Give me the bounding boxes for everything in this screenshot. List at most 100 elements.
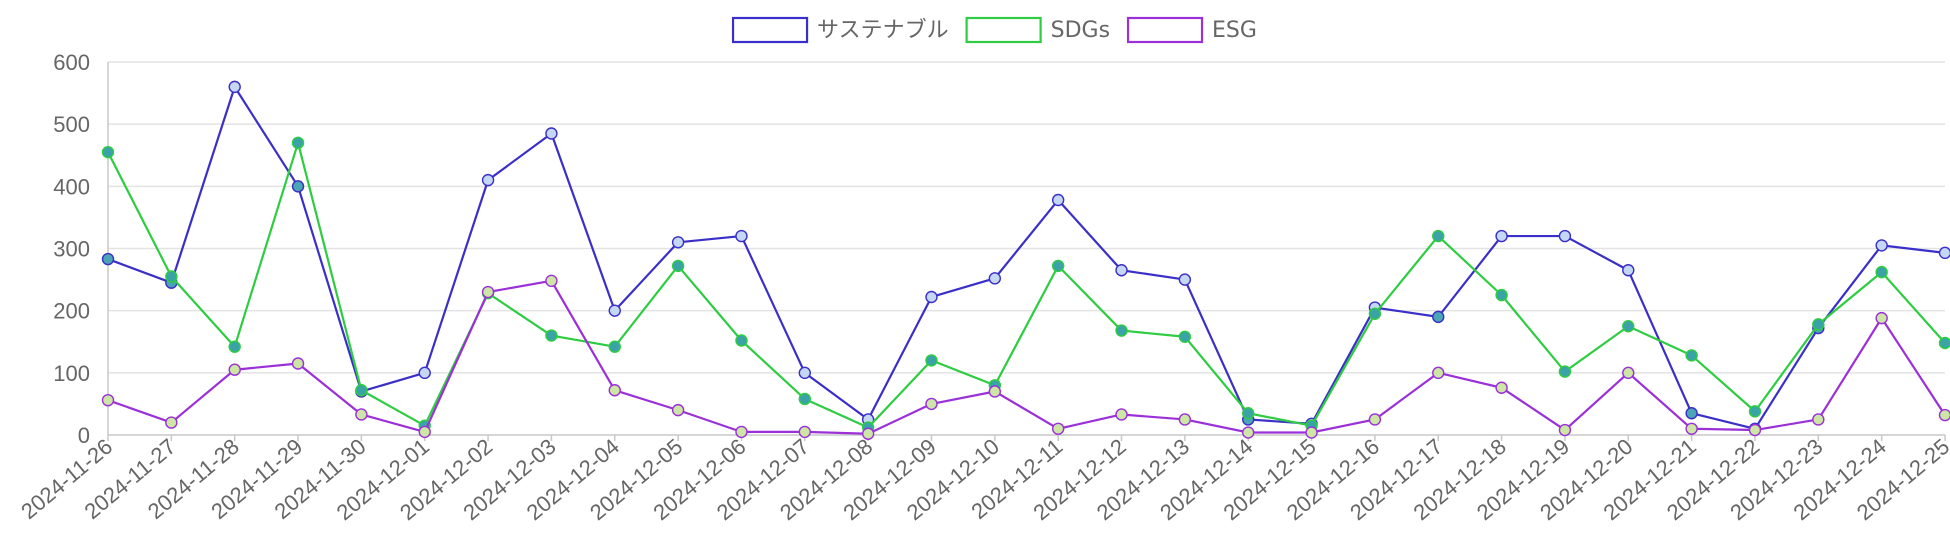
data-point[interactable]: [481, 173, 495, 187]
data-point[interactable]: [165, 270, 178, 283]
data-point[interactable]: [1432, 366, 1445, 380]
data-point[interactable]: [735, 229, 748, 243]
data-point[interactable]: [608, 304, 621, 317]
data-point[interactable]: [1622, 366, 1635, 380]
data-point[interactable]: [735, 334, 748, 347]
data-point[interactable]: [1178, 273, 1192, 286]
data-point[interactable]: [1748, 405, 1762, 418]
data-point[interactable]: [1558, 365, 1572, 378]
data-point[interactable]: [1938, 408, 1950, 422]
data-point[interactable]: [608, 340, 621, 353]
data-point[interactable]: [545, 274, 558, 288]
data-point[interactable]: [1622, 264, 1635, 277]
data-point[interactable]: [1495, 229, 1508, 243]
data-point[interactable]: [1051, 193, 1065, 207]
data-point[interactable]: [988, 272, 1002, 285]
legend-item[interactable]: SDGs: [965, 16, 1110, 44]
data-point[interactable]: [1938, 246, 1950, 260]
legend-label: ESG: [1212, 18, 1257, 43]
legend-item[interactable]: ESG: [1126, 16, 1257, 44]
data-point[interactable]: [798, 366, 811, 380]
data-point[interactable]: [1812, 318, 1825, 331]
data-point[interactable]: [481, 285, 495, 299]
data-point[interactable]: [291, 136, 305, 150]
data-point[interactable]: [1305, 426, 1318, 439]
y-tick-label: 100: [53, 361, 90, 386]
data-point[interactable]: [798, 425, 811, 439]
data-point[interactable]: [1115, 408, 1128, 421]
data-point[interactable]: [1685, 407, 1698, 420]
data-point[interactable]: [1685, 422, 1698, 435]
legend[interactable]: サステナブル SDGs ESG: [731, 16, 1257, 44]
data-point[interactable]: [988, 385, 1002, 398]
data-point[interactable]: [1685, 349, 1698, 362]
data-point[interactable]: [1242, 407, 1255, 420]
series-2: [101, 136, 1950, 434]
data-point[interactable]: [925, 354, 938, 367]
data-point[interactable]: [861, 427, 875, 440]
data-point[interactable]: [1178, 330, 1192, 343]
data-point[interactable]: [545, 127, 558, 140]
data-point[interactable]: [165, 416, 178, 429]
data-point[interactable]: [1875, 311, 1888, 325]
data-point[interactable]: [608, 384, 621, 397]
data-point[interactable]: [291, 180, 305, 193]
data-point[interactable]: [101, 145, 115, 159]
data-point[interactable]: [355, 408, 368, 421]
data-point[interactable]: [1938, 336, 1950, 350]
data-point[interactable]: [671, 259, 685, 273]
y-axis-ticks: 0 100 200 300 400 500 600: [53, 50, 90, 448]
data-point[interactable]: [545, 329, 558, 342]
data-point[interactable]: [1558, 229, 1572, 243]
data-point[interactable]: [1051, 259, 1065, 273]
data-point[interactable]: [1115, 324, 1128, 337]
data-point[interactable]: [228, 340, 241, 353]
legend-swatch: [1126, 16, 1204, 44]
data-point[interactable]: [291, 357, 305, 370]
data-point[interactable]: [228, 363, 241, 376]
data-point[interactable]: [1051, 422, 1065, 435]
data-point[interactable]: [925, 290, 938, 304]
data-point[interactable]: [1368, 413, 1382, 426]
data-point[interactable]: [1622, 320, 1635, 333]
y-tick-label: 300: [53, 237, 90, 262]
data-point[interactable]: [1875, 265, 1888, 279]
series-line: [107, 279, 1946, 435]
data-point[interactable]: [418, 425, 431, 439]
legend-item[interactable]: サステナブル: [731, 16, 949, 44]
data-point[interactable]: [925, 397, 938, 411]
data-point[interactable]: [671, 236, 685, 249]
data-point[interactable]: [101, 252, 115, 266]
y-tick-label: 200: [53, 299, 90, 324]
data-point[interactable]: [1368, 307, 1382, 320]
x-axis-ticks: 2024-11-262024-11-272024-11-282024-11-29…: [16, 434, 1950, 525]
data-point[interactable]: [1242, 426, 1255, 439]
data-point[interactable]: [228, 80, 241, 94]
data-point[interactable]: [1495, 288, 1508, 302]
data-point[interactable]: [355, 384, 368, 397]
data-point[interactable]: [1432, 229, 1445, 243]
y-tick-label: 400: [53, 174, 90, 199]
data-point[interactable]: [1558, 423, 1572, 437]
data-point[interactable]: [418, 366, 431, 380]
y-tick-label: 600: [53, 50, 90, 75]
data-point[interactable]: [1875, 239, 1888, 252]
data-point[interactable]: [1432, 310, 1445, 324]
data-point[interactable]: [101, 393, 115, 407]
data-point[interactable]: [1495, 381, 1508, 394]
y-tick-label: 0: [78, 423, 90, 448]
legend-swatch: [731, 16, 809, 44]
data-point[interactable]: [1115, 264, 1128, 277]
data-point[interactable]: [1812, 413, 1825, 426]
data-point[interactable]: [1178, 413, 1192, 426]
series-line: [107, 85, 1946, 430]
data-point[interactable]: [671, 403, 685, 417]
data-point[interactable]: [1748, 423, 1762, 437]
legend-label: SDGs: [1051, 18, 1110, 43]
data-point[interactable]: [798, 392, 811, 406]
data-point[interactable]: [735, 425, 748, 439]
legend-swatch: [965, 16, 1042, 44]
y-tick-label: 500: [53, 112, 90, 137]
series-line: [107, 141, 1946, 429]
